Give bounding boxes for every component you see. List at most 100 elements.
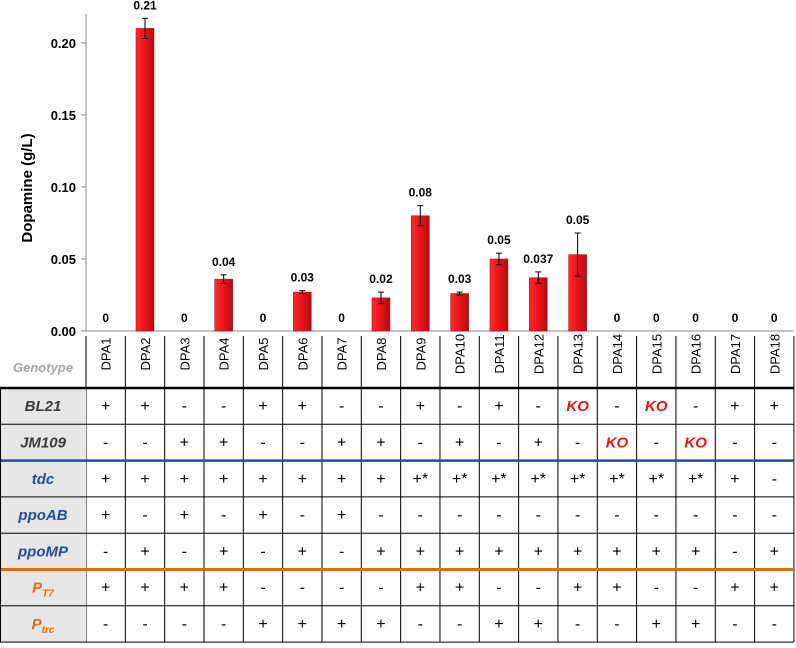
data-label-dpa11: 0.05 [487,233,511,247]
table-cell: +* [609,471,625,488]
table-cell: - [339,398,344,415]
data-label-dpa2: 0.21 [133,0,157,12]
x-tick-label-dpa8: DPA8 [374,338,389,371]
table-cell: + [416,543,425,560]
row-label-bl21: BL21 [25,398,62,415]
x-tick-label-dpa1: DPA1 [99,338,114,371]
data-label-dpa10: 0.03 [448,272,472,286]
table-cell: + [770,398,779,415]
table-cells: + + - - + + - - + - + - KO - KO - + + - - + + - - + + - + - + - KO - KO - -… [101,398,779,633]
table-cell: + [219,543,228,560]
table-cell: + [730,398,739,415]
bar-chart: 0.00 0.05 0.10 0.15 0.20 Dopamine (g/L) 0 0.2… [19,0,794,374]
table-cell: + [494,543,503,560]
error-bar-dpa2 [141,17,148,39]
table-cell: - [614,507,619,524]
bar-dpa12 [529,277,548,332]
table-cell: - [693,507,698,524]
error-bar-dpa9 [417,205,424,227]
table-cell: +* [452,471,468,488]
table-cell: + [337,434,346,451]
y-tick-label: 0.05 [51,252,76,267]
y-tick-label: 0.20 [51,36,76,51]
table-cell: + [258,398,267,415]
row-label-jm109: JM109 [20,434,67,451]
data-label-dpa1: 0 [102,311,109,325]
x-tick-label-dpa18: DPA18 [767,334,782,374]
table-cell: KO [645,398,668,415]
row-label-background [0,424,86,461]
row-label-ppoab: ppoAB [17,507,67,524]
table-cell: + [612,580,621,597]
x-tick-label-dpa2: DPA2 [138,338,153,371]
table-cell: - [339,580,344,597]
table-cell: - [142,507,147,524]
table-cell: + [140,471,149,488]
y-axis-ticks: 0.00 0.05 0.10 0.15 0.20 [51,36,86,339]
x-tick-label-dpa9: DPA9 [413,338,428,371]
table-cell: + [612,543,621,560]
table-cell: - [339,543,344,560]
y-tick-label: 0.15 [51,108,76,123]
table-cell: + [140,580,149,597]
x-tick-label-dpa12: DPA12 [531,334,546,374]
table-cell: + [298,543,307,560]
table-cell: - [536,398,541,415]
data-label-dpa18: 0 [771,311,778,325]
genotype-header-label: Genotype [13,360,73,375]
table-cell: + [140,398,149,415]
table-cell: + [298,398,307,415]
table-cell: - [693,580,698,597]
data-label-dpa14: 0 [614,311,621,325]
table-cell: +* [648,471,664,488]
error-bar-dpa6 [299,290,306,295]
table-cell: - [300,580,305,597]
table-cell: + [770,580,779,597]
table-cell: - [457,398,462,415]
table-cell: - [496,580,501,597]
table-row-labels: BL21 JM109 tdc ppoAB ppoMP PT7 Ptrc [17,398,69,636]
table-cell: + [494,398,503,415]
table-cell: - [536,507,541,524]
table-cell: - [614,398,619,415]
error-bars-group [141,17,581,305]
x-tick-label-dpa14: DPA14 [610,334,625,374]
table-cell: + [730,580,739,597]
error-bar-dpa11 [495,252,502,266]
table-cell: - [221,616,226,633]
table-cell: + [573,580,582,597]
table-cell: - [300,507,305,524]
table-cell: + [455,543,464,560]
data-label-dpa15: 0 [653,311,660,325]
table-cell: +* [413,471,429,488]
error-bar-dpa8 [377,291,384,305]
table-cell: + [101,398,110,415]
row-label-ppomp: ppoMP [17,543,69,560]
table-cell: + [258,507,267,524]
row-label-background [0,605,86,643]
genotype-table: Genotype + + - - + + - - + - + - KO - KO - + + - - + + - - + + - + -… [0,336,795,643]
table-cell: - [536,580,541,597]
x-tick-label-dpa4: DPA4 [217,338,232,371]
bar-dpa6 [293,291,312,332]
y-tick-label: 0.00 [51,324,76,339]
table-cell: - [300,434,305,451]
table-cell: - [772,471,777,488]
error-bar-dpa13 [574,232,581,277]
x-tick-label-dpa17: DPA17 [728,334,743,374]
table-cell: KO [606,434,629,451]
table-cell: + [101,580,110,597]
table-cell: - [732,434,737,451]
table-cell: - [103,616,108,633]
row-label-ptrc: Ptrc [32,616,55,636]
table-cell: + [376,543,385,560]
table-cell: + [652,543,661,560]
x-tick-labels-group: DPA1 DPA2 DPA3 DPA4 DPA5 DPA6 DPA7 DPA8 DPA9 DPA1… [99,334,783,374]
table-cell: - [378,507,383,524]
table-grid [0,336,795,643]
table-cell: - [260,580,265,597]
data-label-dpa5: 0 [260,311,267,325]
error-bar-dpa12 [535,271,542,284]
table-cell: + [140,543,149,560]
